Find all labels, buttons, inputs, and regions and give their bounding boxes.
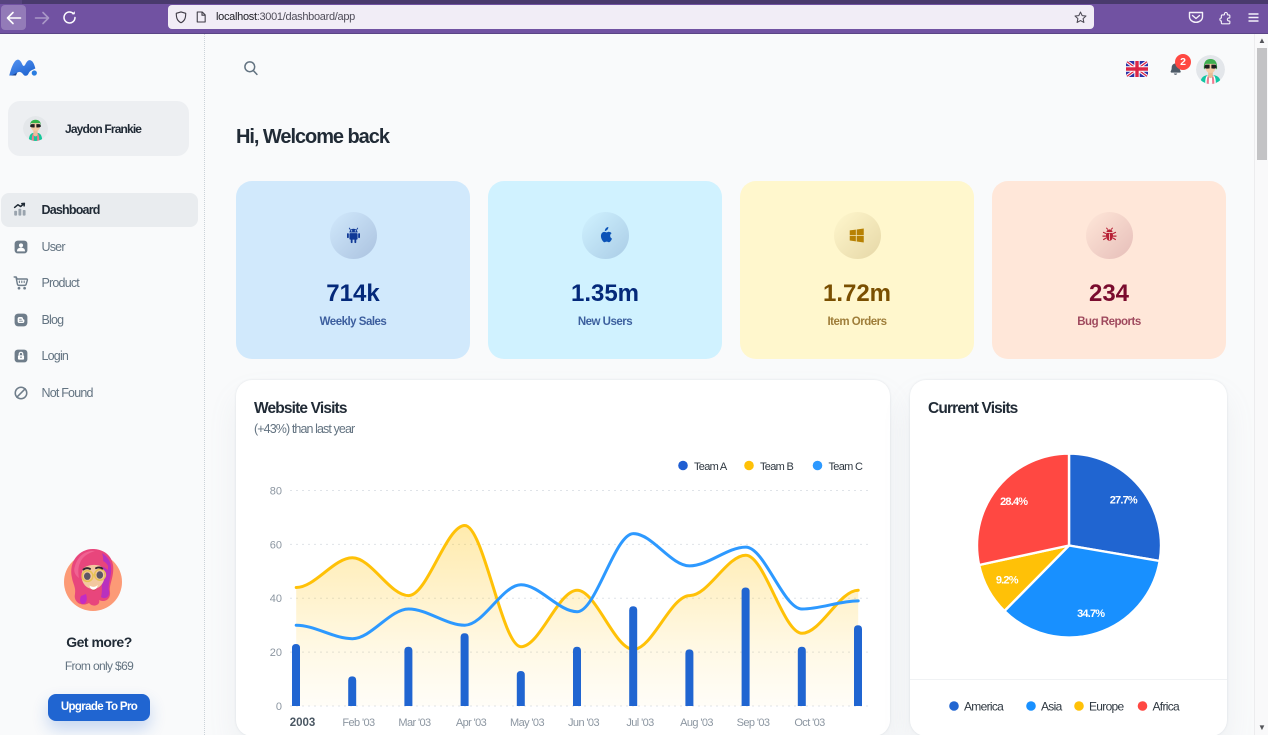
svg-text:Europe: Europe [1089,700,1125,714]
svg-text:Team A: Team A [694,461,728,473]
svg-text:Asia: Asia [1041,700,1063,714]
svg-text:Sep '03: Sep '03 [737,717,770,729]
svg-text:Apr '03: Apr '03 [456,717,487,729]
svg-text:May '03: May '03 [510,717,544,729]
svg-text:Africa: Africa [1153,700,1181,714]
svg-text:9.2%: 9.2% [996,575,1019,587]
svg-text:60: 60 [270,539,282,551]
svg-text:Mar '03: Mar '03 [398,717,431,729]
svg-text:Team B: Team B [760,461,793,473]
svg-text:0: 0 [276,701,282,713]
svg-text:40: 40 [270,593,282,605]
svg-text:27.7%: 27.7% [1110,495,1138,507]
svg-text:Team C: Team C [829,461,863,473]
svg-text:Feb '03: Feb '03 [342,717,375,729]
svg-text:Jul '03: Jul '03 [626,717,654,729]
svg-text:America: America [964,700,1004,714]
svg-text:28.4%: 28.4% [1000,496,1028,508]
svg-text:80: 80 [270,486,282,498]
svg-text:Oct '03: Oct '03 [794,717,825,729]
svg-text:Aug '03: Aug '03 [680,717,713,729]
svg-text:Jun '03: Jun '03 [568,717,599,729]
svg-text:2003: 2003 [290,717,316,729]
svg-text:34.7%: 34.7% [1077,608,1105,620]
svg-text:20: 20 [270,647,282,659]
